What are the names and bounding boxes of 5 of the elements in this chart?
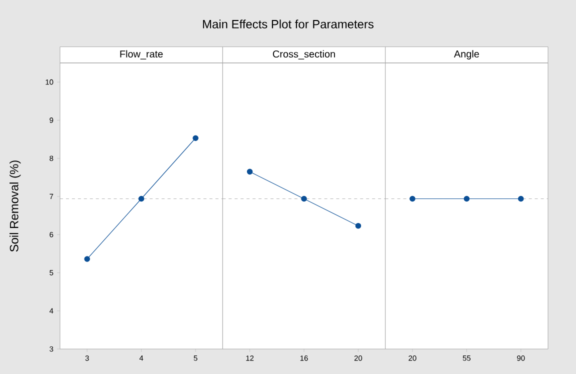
chart-title: Cross_section bbox=[272, 50, 335, 60]
chart-title: Angle bbox=[454, 50, 479, 60]
chart-title: Flow_rate bbox=[120, 50, 163, 60]
y-axis-title: Soil Removal (%) bbox=[10, 160, 21, 252]
text: Main Effects Plot for Parameters bbox=[203, 20, 374, 28]
